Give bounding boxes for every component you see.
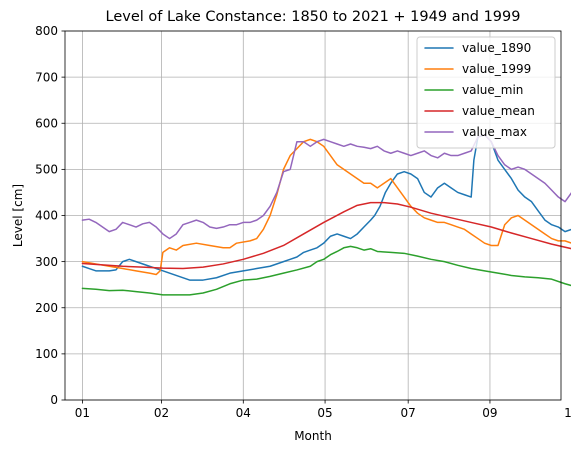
series-layer [81,134,571,296]
legend-label-value-mean: value_mean [462,104,535,118]
series-line-value-max [81,134,571,240]
y-tick-label: 700 [35,70,58,84]
legend-box [416,36,556,149]
series-line-value-1890 [81,134,571,281]
y-tick-label: 800 [35,24,58,38]
series-line-value-1999 [81,138,571,276]
y-tick-label: 500 [35,163,58,177]
x-tick-label: 02 [154,406,169,420]
series-line-value-min [81,245,571,296]
y-tick-label: 100 [35,347,58,361]
x-tick-label: 05 [317,406,332,420]
y-tick-label: 600 [35,116,58,130]
y-tick-label: 300 [35,255,58,269]
y-tick-label: 0 [50,393,58,407]
legend: value_1890 value_1999 value_min value_me… [416,36,556,149]
chart-title: Level of Lake Constance: 1850 to 2021 + … [106,9,521,25]
x-axis-label: Month [294,429,332,443]
legend-label-value-1890: value_1890 [462,41,531,55]
axis-ticks: 0100200300400500600700800010204050709101… [35,24,571,420]
legend-label-value-1999: value_1999 [462,62,531,76]
x-tick-label: 09 [482,406,497,420]
x-tick-label: 01 [75,406,90,420]
x-tick-label: 10 [564,406,571,420]
legend-label-value-min: value_min [462,83,523,97]
legend-label-value-max: value_max [462,125,527,139]
series-line-value-mean [81,201,571,270]
y-axis-label: Level [cm] [11,184,25,247]
y-tick-label: 200 [35,301,58,315]
x-tick-label: 07 [401,406,416,420]
x-tick-label: 04 [236,406,251,420]
y-tick-label: 400 [35,209,58,223]
